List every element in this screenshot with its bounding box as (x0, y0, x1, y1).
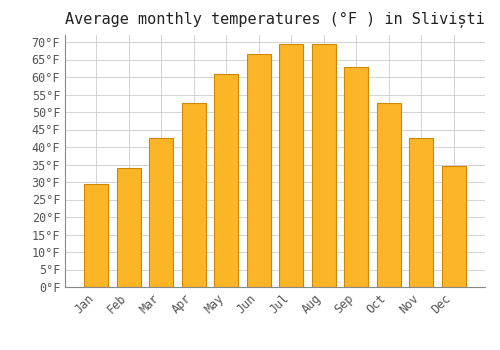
Bar (409, 138, 434, 287)
Bar (279, 44, 303, 287)
Bar (312, 44, 336, 287)
Bar (116, 168, 141, 287)
Bar (344, 66, 368, 287)
Bar (182, 103, 206, 287)
Title: Average monthly temperatures (°F ) in Sliviști: Average monthly temperatures (°F ) in Sl… (65, 12, 485, 28)
Bar (84, 184, 108, 287)
Bar (376, 103, 401, 287)
Bar (149, 138, 174, 287)
Bar (214, 74, 238, 287)
Bar (246, 54, 271, 287)
Bar (442, 166, 466, 287)
